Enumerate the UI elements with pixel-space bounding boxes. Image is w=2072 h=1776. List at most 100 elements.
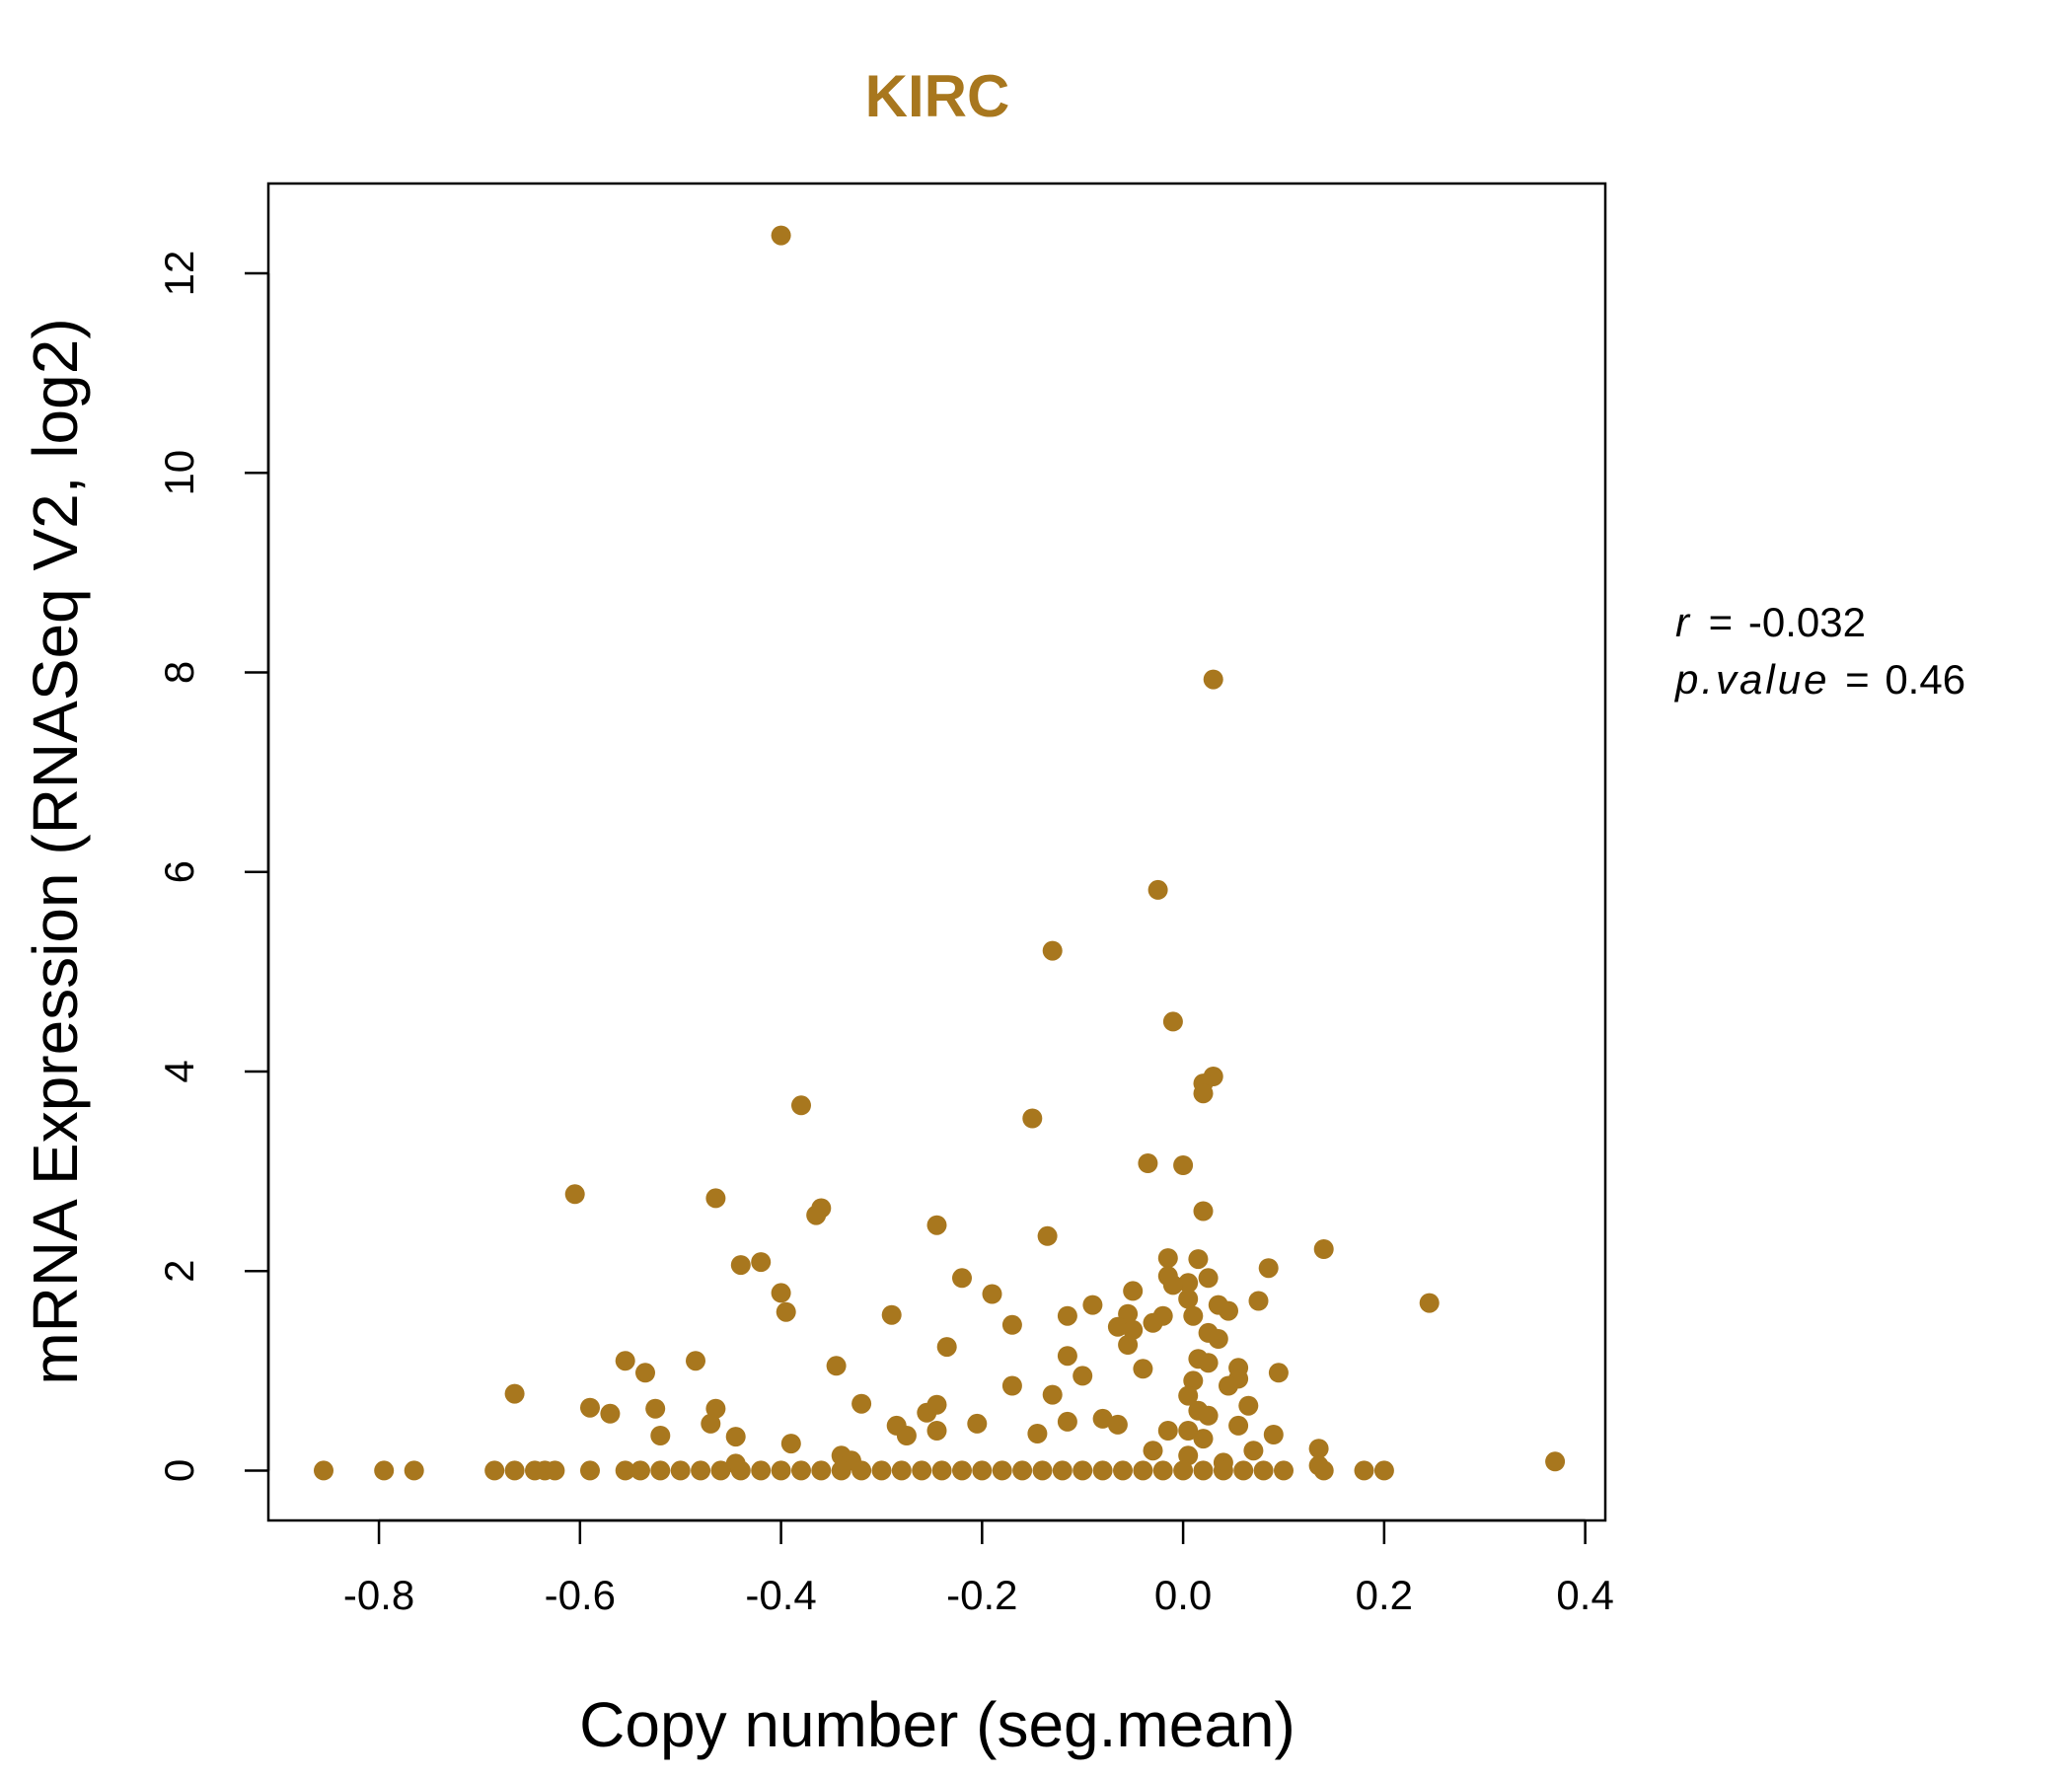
data-point [1373,1460,1394,1481]
data-point [912,1460,932,1481]
data-point [851,1460,872,1481]
data-point [1037,1225,1058,1246]
stats-annotation: r = -0.032 p.value = 0.46 [1673,599,1965,703]
data-point [705,1398,726,1419]
data-point [650,1460,671,1481]
data-point [1213,1460,1233,1481]
data-point [1193,1201,1214,1221]
data-point [1233,1460,1254,1481]
data-point [686,1351,705,1371]
data-point [504,1383,525,1404]
data-point [1183,1370,1204,1391]
r-label: r [1675,599,1691,645]
data-point [1178,1445,1199,1466]
data-point [831,1460,851,1481]
x-axis: -0.8 -0.6 -0.4 -0.2 0.0 0.2 0.4 [343,1518,1614,1618]
data-point [1057,1411,1077,1432]
data-point [705,1188,726,1209]
data-point [1219,1300,1238,1321]
data-point [1113,1460,1133,1481]
data-point [564,1184,585,1205]
data-point [1157,1421,1178,1441]
x-tick-label: -0.8 [343,1572,414,1618]
data-point [992,1460,1012,1481]
data-point [1419,1293,1440,1313]
data-point [615,1460,635,1481]
y-tick-label: 0 [156,1459,202,1482]
data-point [926,1421,947,1441]
y-axis-title: mRNA Expression (RNASeq V2, log2) [20,318,91,1384]
data-point [404,1460,424,1481]
data-point [851,1393,872,1414]
data-point [1313,1460,1334,1481]
data-point [891,1460,912,1481]
data-point [1268,1363,1289,1383]
data-point [730,1255,751,1276]
data-point [1193,1429,1214,1449]
data-point [917,1402,937,1423]
data-point [545,1460,565,1481]
data-point [374,1460,395,1481]
data-point [1178,1421,1199,1441]
data-point [1042,1384,1063,1405]
data-point [600,1403,621,1424]
y-tick-label: 2 [156,1260,202,1283]
data-point [1022,1108,1043,1129]
data-point [1133,1460,1153,1481]
data-point [751,1460,772,1481]
data-point [896,1426,917,1445]
data-point [806,1205,827,1225]
y-tick-label: 8 [156,661,202,684]
data-point [1052,1460,1073,1481]
p-value: 0.46 [1885,656,1965,703]
data-point [1162,1275,1183,1295]
x-tick-label: 0.0 [1154,1572,1212,1618]
data-point [926,1215,947,1235]
data-point [1243,1441,1264,1461]
data-point [936,1337,957,1358]
data-point [972,1460,993,1481]
data-point [1012,1460,1033,1481]
data-point [1107,1316,1128,1337]
p-stat: p.value = 0.46 [1673,656,1965,703]
data-point [1057,1346,1077,1367]
data-point [881,1304,902,1325]
data-point [504,1460,525,1481]
r-stat: r = -0.032 [1675,599,1866,645]
p-label: p.value [1673,656,1829,703]
data-point [1354,1460,1374,1481]
data-point [776,1301,796,1322]
data-point [1219,1375,1238,1396]
data-point [1073,1460,1093,1481]
data-point [1118,1335,1139,1355]
data-point [630,1460,650,1481]
data-point [1188,1249,1209,1270]
data-point [1107,1414,1128,1435]
y-tick-label: 6 [156,860,202,883]
data-point [1143,1312,1163,1333]
data-point [771,1283,791,1303]
data-point [952,1460,972,1481]
data-point [670,1460,691,1481]
data-point [967,1413,988,1434]
data-point [780,1434,801,1454]
data-point [751,1252,772,1273]
data-point [952,1268,972,1289]
data-point [650,1426,671,1445]
x-tick-label: 0.4 [1556,1572,1613,1618]
data-point [1193,1460,1214,1481]
data-point [1308,1439,1329,1459]
data-point [314,1460,333,1481]
y-tick-label: 10 [156,450,202,496]
data-point [1157,1248,1178,1269]
data-point [580,1397,600,1418]
chart-title: KIRC [865,63,1010,129]
data-point [931,1460,952,1481]
data-point [1032,1460,1053,1481]
x-tick-label: -0.6 [545,1572,616,1618]
data-point [1274,1460,1294,1481]
data-point [730,1460,751,1481]
data-point [1178,1273,1199,1294]
data-point [1092,1460,1113,1481]
